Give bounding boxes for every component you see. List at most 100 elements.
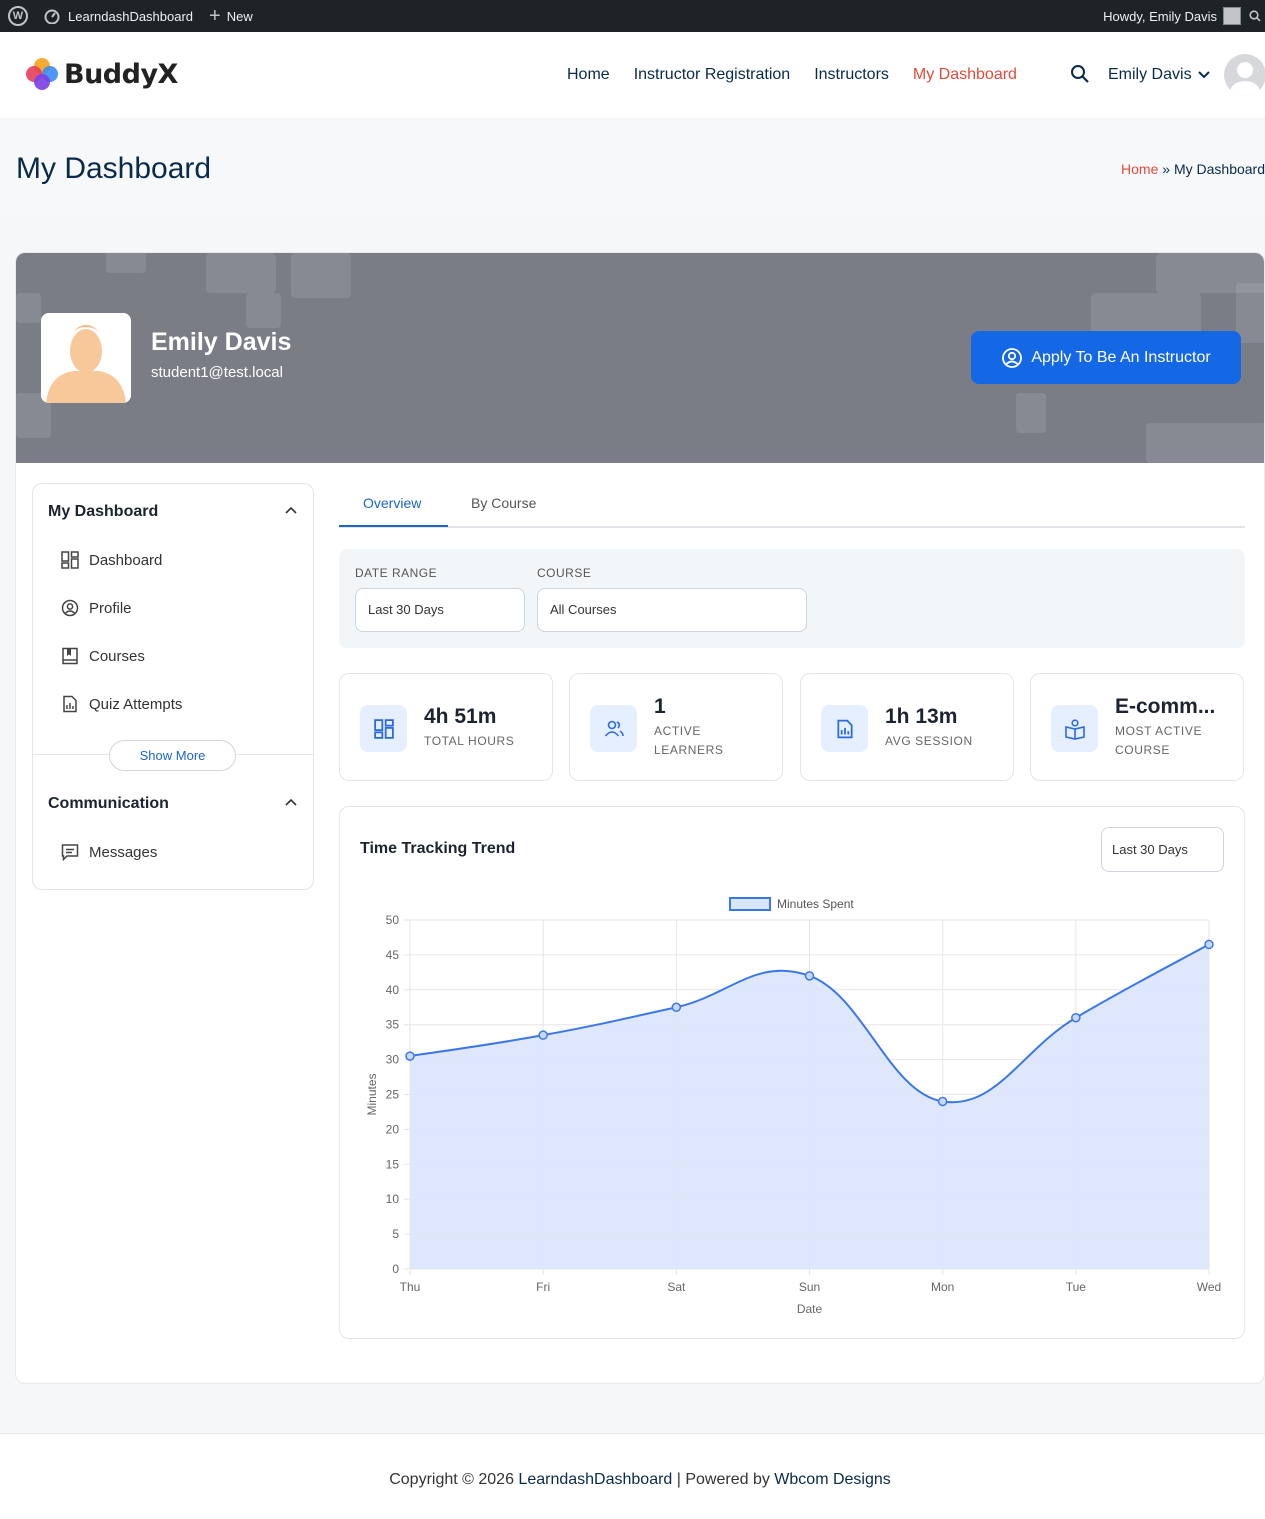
stat-label: ACTIVE LEARNERS (654, 724, 724, 757)
area-fill (410, 944, 1209, 1269)
legend-label: Minutes Spent (777, 897, 854, 911)
sidebar-item-courses[interactable]: Courses (61, 647, 145, 665)
x-tick-label: Sat (667, 1280, 686, 1294)
nav-instructors[interactable]: Instructors (814, 66, 889, 83)
admin-search-icon[interactable] (1249, 10, 1261, 22)
sidebar-section-communication[interactable]: Communication (48, 795, 169, 812)
y-tick-label: 10 (386, 1192, 400, 1206)
y-tick-label: 50 (386, 913, 400, 927)
sidebar-section-my-dashboard[interactable]: My Dashboard (48, 503, 159, 520)
sidebar-item-label: Dashboard (89, 551, 163, 569)
footer-company-link[interactable]: Wbcom Designs (774, 1471, 891, 1488)
user-circle-icon (1002, 347, 1023, 368)
stat-label: MOST ACTIVE COURSE (1115, 724, 1203, 757)
breadcrumb-current: My Dashboard (1173, 161, 1265, 177)
wordpress-menu[interactable]: W (0, 0, 36, 32)
y-tick-label: 25 (386, 1088, 400, 1102)
apply-instructor-button[interactable]: Apply To Be An Instructor (971, 331, 1241, 384)
stat-label: TOTAL HOURS (424, 734, 515, 748)
chevron-down-icon (1197, 71, 1210, 79)
tab-overview[interactable]: Overview (363, 495, 422, 511)
data-point (1071, 1012, 1081, 1023)
book-icon (62, 647, 78, 665)
dashboard-icon (44, 9, 60, 24)
course-select[interactable]: All Courses (537, 588, 807, 632)
y-tick-label: 45 (386, 948, 400, 962)
stat-value: 1h 13m (885, 705, 958, 728)
date-range-select[interactable]: Last 30 Days (355, 588, 525, 632)
users-icon (590, 705, 637, 752)
data-point (538, 1030, 548, 1040)
sidebar-item-label: Profile (89, 599, 132, 617)
sidebar-item-label: Courses (89, 647, 145, 665)
sidebar-item-messages[interactable]: Messages (61, 843, 157, 861)
copyright-middle: | Powered by (672, 1471, 775, 1488)
site-logo[interactable]: BuddyX (26, 58, 178, 90)
quiz-report-icon (63, 695, 77, 713)
howdy-text: Howdy, Emily Davis (1103, 8, 1217, 24)
site-footer: Copyright © 2026 LearndashDashboard | Po… (0, 1433, 1265, 1519)
logo-mark-icon (26, 58, 58, 90)
chevron-up-icon[interactable] (285, 797, 297, 809)
site-name-link[interactable]: LearndashDashboard (36, 0, 201, 32)
chart-range-select[interactable]: Last 30 Days (1101, 827, 1224, 872)
user-name: Emily Davis (1108, 66, 1192, 83)
stat-card-active-learners: 1 ACTIVE LEARNERS (569, 673, 783, 781)
chart-title: Time Tracking Trend (360, 840, 516, 857)
plus-icon: + (209, 4, 221, 27)
stat-card-avg-session: 1h 13m AVG SESSION (800, 673, 1014, 781)
wordpress-icon: W (8, 6, 28, 26)
sidebar-item-label: Messages (89, 843, 158, 861)
footer-site-link[interactable]: LearndashDashboard (518, 1471, 673, 1488)
nav-instructor-registration[interactable]: Instructor Registration (633, 66, 791, 83)
logo-text: BuddyX (64, 58, 178, 90)
profile-icon (61, 599, 79, 617)
data-point (804, 971, 815, 981)
x-tick-label: Mon (931, 1280, 954, 1294)
admin-bar: W LearndashDashboard + New Howdy, Emily … (0, 0, 1265, 32)
sidebar-item-dashboard[interactable]: Dashboard (61, 551, 162, 569)
x-tick-label: Thu (400, 1280, 421, 1294)
show-more-button[interactable]: Show More (109, 740, 236, 771)
profile-name: Emily Davis (151, 328, 292, 356)
time-tracking-chart-card: Time Tracking Trend Last 30 Days 0 5 10 15 2… (339, 806, 1245, 1339)
grid-icon (360, 705, 407, 752)
time-tracking-chart: 0 5 10 15 20 25 30 35 40 45 50 Thu Fri Sat Sun Mon Tue We… (365, 897, 1221, 1316)
main-nav: Home Instructor Registration Instructors… (567, 32, 1017, 118)
breadcrumb-separator: » (1162, 161, 1171, 177)
profile-banner: Emily Davis student1@test.local Apply To… (16, 253, 1264, 463)
user-menu[interactable]: Emily Davis (1108, 66, 1210, 84)
stat-value: 1 (654, 695, 666, 718)
x-axis-title: Date (797, 1302, 823, 1316)
y-tick-label: 30 (386, 1053, 400, 1067)
new-content-link[interactable]: + New (201, 0, 261, 32)
sidebar-item-quiz-attempts[interactable]: Quiz Attempts (61, 695, 182, 713)
report-icon (821, 705, 868, 752)
nav-my-dashboard[interactable]: My Dashboard (912, 66, 1017, 83)
copyright: Copyright © 2026 LearndashDashboard | Po… (0, 1471, 1265, 1489)
filter-panel: DATE RANGE Last 30 Days COURSE All Cours… (339, 549, 1245, 648)
nav-home[interactable]: Home (567, 66, 610, 83)
stat-card-most-active-course: E-comm... MOST ACTIVE COURSE (1030, 673, 1244, 781)
dashboard-tabs: Overview By Course (339, 485, 1245, 528)
breadcrumb: Home » My Dashboard (1121, 161, 1265, 177)
y-axis-title: Minutes (365, 1073, 379, 1115)
dashboard-sidebar: My Dashboard Dashboard Profile Courses Q… (32, 483, 314, 890)
data-point (1204, 939, 1214, 950)
copyright-prefix: Copyright © 2026 (389, 1471, 519, 1488)
my-account-link[interactable]: Howdy, Emily Davis (1095, 0, 1249, 32)
sidebar-item-profile[interactable]: Profile (61, 599, 132, 617)
chevron-up-icon[interactable] (285, 505, 297, 517)
y-tick-label: 40 (386, 983, 400, 997)
x-tick-label: Tue (1066, 1280, 1087, 1294)
legend-swatch (729, 897, 771, 911)
active-tab-indicator (339, 525, 448, 527)
y-tick-label: 20 (386, 1122, 400, 1136)
tab-by-course[interactable]: By Course (471, 495, 537, 511)
user-avatar[interactable] (1224, 54, 1265, 96)
date-range-label: DATE RANGE (355, 566, 438, 580)
dashboard-grid-icon (61, 551, 79, 569)
search-icon[interactable] (1070, 64, 1090, 84)
stat-label: AVG SESSION (885, 734, 973, 748)
breadcrumb-home[interactable]: Home (1121, 161, 1159, 177)
